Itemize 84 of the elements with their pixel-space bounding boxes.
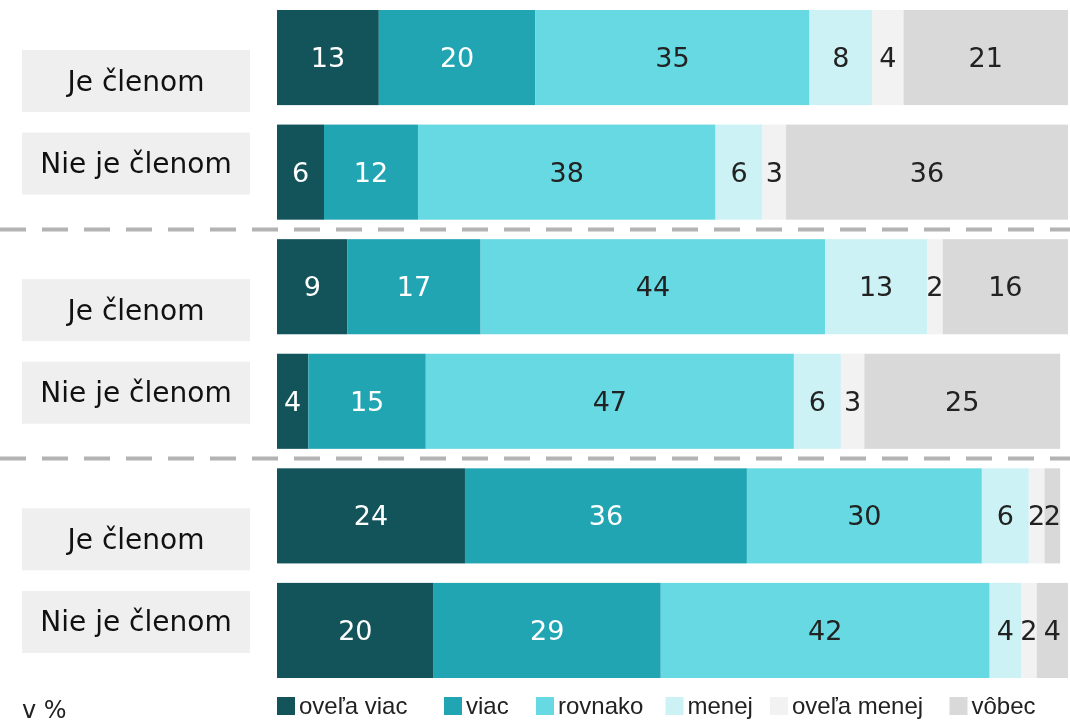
data-label: 13 (310, 42, 346, 74)
y-tick-label: Je členom (65, 522, 205, 556)
bar (277, 582, 434, 678)
bar (872, 10, 904, 106)
data-label: 9 (303, 271, 321, 303)
bar (277, 468, 465, 564)
bar (433, 582, 661, 678)
data-label: 3 (844, 385, 862, 417)
data-label: 4 (1043, 614, 1061, 646)
legend-label: oveľa viac (299, 692, 408, 719)
bar (715, 124, 763, 220)
bar (425, 353, 794, 449)
data-label: 44 (635, 271, 671, 303)
data-label: 38 (549, 156, 584, 188)
data-label: 21 (968, 42, 1003, 74)
data-label: 8 (832, 42, 850, 74)
bar (981, 468, 1029, 564)
bar (277, 353, 309, 449)
y-tick-label: Nie je členom (40, 147, 232, 181)
legend-label: viac (466, 692, 509, 719)
bar (864, 353, 1061, 449)
bar (277, 239, 348, 335)
bar (762, 124, 787, 220)
data-label: 12 (353, 156, 389, 188)
bar (840, 353, 865, 449)
data-label: 24 (353, 500, 389, 532)
data-label: 2 (926, 271, 944, 303)
data-label: 20 (439, 42, 475, 74)
y-tick-label: Je členom (65, 64, 205, 98)
bar (323, 124, 418, 220)
bar (927, 239, 943, 335)
data-label: 2 (1043, 500, 1061, 532)
data-label: 6 (730, 156, 748, 188)
y-tick-label: Nie je členom (40, 376, 232, 410)
bar (1021, 582, 1037, 678)
data-label: 20 (338, 614, 373, 646)
bar (793, 353, 841, 449)
bar (786, 124, 1068, 220)
data-label: 3 (765, 156, 783, 188)
bar (942, 239, 1068, 335)
data-label: 36 (588, 500, 624, 532)
data-label: 4 (284, 385, 302, 417)
legend-label: menej (687, 692, 753, 719)
data-label: 42 (808, 614, 843, 646)
bar (464, 468, 747, 564)
data-label: 2 (1028, 500, 1046, 532)
bar (417, 124, 716, 220)
legend-label: rovnako (558, 692, 644, 719)
bar (825, 239, 928, 335)
bar (1028, 468, 1045, 564)
data-label: 25 (945, 385, 980, 417)
y-tick-label: Nie je členom (40, 605, 232, 639)
data-label: 16 (988, 271, 1023, 303)
data-label: 36 (909, 156, 945, 188)
data-label: 13 (858, 271, 894, 303)
data-label: 2 (1020, 614, 1038, 646)
bar (277, 124, 324, 220)
bar (809, 10, 873, 106)
data-label: 47 (592, 385, 628, 417)
data-label: 6 (996, 500, 1014, 532)
data-label: 4 (996, 614, 1014, 646)
legend-label: oveľa menej (792, 692, 924, 719)
data-label: 4 (879, 42, 897, 74)
bar (347, 239, 481, 335)
legend-label: vôbec (971, 692, 1036, 719)
data-label: 35 (655, 42, 690, 74)
bar (535, 10, 810, 106)
bar (277, 10, 379, 106)
bar (308, 353, 426, 449)
text: v % (22, 696, 67, 722)
bar (903, 10, 1068, 106)
bar (660, 582, 990, 678)
data-label: 30 (847, 500, 882, 532)
bar (480, 239, 826, 335)
data-label: 6 (291, 156, 310, 188)
data-label: 29 (530, 614, 565, 646)
bar (1036, 582, 1068, 678)
data-label: 17 (396, 271, 432, 303)
y-tick-label: Je členom (65, 293, 205, 327)
data-label: 15 (349, 385, 385, 417)
bar (746, 468, 982, 564)
bar (989, 582, 1022, 678)
bar (378, 10, 536, 106)
data-label: 6 (808, 385, 826, 417)
